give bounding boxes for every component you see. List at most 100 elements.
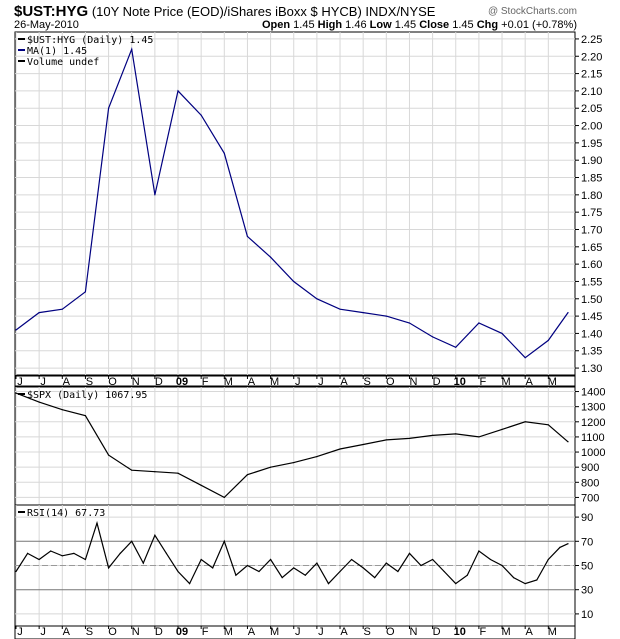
x-tick-label: J	[17, 376, 23, 388]
y-tick-label: 1.40	[581, 328, 602, 340]
x-tick-label: N	[409, 626, 417, 638]
data-point	[443, 570, 445, 573]
x-tick-label: D	[155, 376, 163, 388]
y-tick-label: 700	[581, 492, 599, 504]
data-point	[397, 570, 399, 573]
x-tick-label: A	[63, 626, 71, 638]
data-point	[316, 455, 318, 458]
panel-frame	[14, 31, 576, 376]
y-tick-label: 2.25	[581, 34, 602, 46]
x-tick-label: D	[433, 376, 441, 388]
data-point	[408, 322, 411, 324]
x-tick-label: A	[340, 626, 348, 638]
data-point	[455, 583, 457, 585]
close-value: 1.45	[452, 19, 474, 31]
data-point	[269, 466, 272, 468]
x-tick-label: F	[480, 626, 487, 638]
x-tick-label: J	[295, 376, 301, 388]
quote-summary: Open 1.45 High 1.46 Low 1.45 Close 1.45 …	[262, 19, 577, 31]
x-axis-strip	[14, 375, 576, 387]
y-tick-label: 2.05	[581, 103, 602, 115]
data-point	[362, 443, 364, 446]
symbol-description: (10Y Note Price (EOD)/iShares iBoxx $ HY…	[91, 4, 436, 19]
data-point	[61, 308, 63, 310]
x-tick-label: F	[202, 376, 209, 388]
x-tick-label: D	[433, 626, 441, 638]
data-point	[501, 428, 503, 430]
y-tick-label: 1000	[581, 447, 605, 459]
y-tick-label: 1.65	[581, 242, 602, 254]
data-point	[177, 472, 179, 474]
legend-label: MA(1) 1.45	[27, 46, 87, 57]
data-point	[61, 409, 63, 411]
data-point	[432, 336, 434, 338]
legend-label: $SPX (Daily) 1067.95	[27, 390, 147, 401]
y-tick-label: 1400	[581, 387, 605, 399]
y-tick-label: 30	[581, 585, 593, 597]
y-tick-label: 1100	[581, 432, 605, 444]
y-tick-label: 70	[581, 536, 593, 548]
data-point	[420, 564, 422, 567]
data-point	[293, 280, 295, 283]
data-point	[362, 567, 364, 569]
x-tick-label: A	[248, 626, 256, 638]
brand-label: @ StockCharts.com	[487, 6, 577, 17]
panel-frame	[14, 386, 576, 506]
x-tick-label: D	[155, 626, 163, 638]
data-point	[432, 558, 434, 561]
x-tick-label: F	[480, 376, 487, 388]
chg-value: +0.01 (+0.78%)	[501, 19, 577, 31]
close-label: Close	[419, 19, 450, 31]
y-tick-label: 1.90	[581, 155, 602, 167]
data-point	[38, 558, 40, 561]
data-point	[154, 471, 156, 473]
legend-label: RSI(14) 67.73	[27, 508, 105, 519]
data-point	[177, 570, 179, 573]
data-point	[84, 415, 87, 417]
data-point	[73, 552, 75, 555]
x-tick-label: S	[363, 376, 370, 388]
x-tick-label: J	[318, 376, 324, 388]
data-point	[316, 562, 318, 564]
data-point	[455, 346, 457, 348]
data-point	[501, 332, 503, 335]
x-tick-label: 09	[176, 626, 188, 638]
x-tick-label: M	[270, 626, 279, 638]
data-point	[385, 315, 387, 317]
data-point	[432, 434, 434, 437]
open-value: 1.45	[293, 19, 315, 31]
y-tick-label: 900	[581, 462, 599, 474]
data-point	[513, 577, 515, 579]
data-point	[567, 543, 569, 545]
data-point	[524, 583, 526, 585]
data-point	[455, 433, 457, 435]
x-tick-label: J	[295, 626, 301, 638]
x-tick-label: M	[224, 626, 233, 638]
x-tick-label: M	[548, 376, 557, 388]
chart-header: $UST:HYG (10Y Note Price (EOD)/iShares i…	[0, 0, 620, 34]
data-point	[107, 454, 110, 456]
data-point	[385, 439, 387, 441]
x-tick-label: 10	[454, 376, 466, 388]
data-point	[188, 583, 191, 585]
high-value: 1.46	[345, 19, 367, 31]
data-point	[316, 298, 318, 300]
data-point	[154, 194, 156, 196]
x-tick-label: O	[386, 376, 395, 388]
y-tick-label: 800	[581, 477, 599, 489]
data-point	[385, 562, 387, 564]
data-point	[50, 550, 52, 552]
x-tick-label: M	[270, 376, 279, 388]
x-tick-label: N	[132, 376, 140, 388]
data-point	[339, 308, 341, 310]
data-point	[501, 564, 503, 567]
y-tick-label: 90	[581, 512, 593, 524]
y-tick-label: 1.60	[581, 259, 602, 271]
y-tick-label: 2.15	[581, 69, 602, 81]
data-point	[235, 574, 237, 576]
data-point	[223, 540, 225, 542]
data-point	[478, 550, 480, 552]
data-point	[200, 558, 202, 561]
chart-title: $UST:HYG (10Y Note Price (EOD)/iShares i…	[14, 3, 435, 20]
data-point	[489, 558, 492, 561]
